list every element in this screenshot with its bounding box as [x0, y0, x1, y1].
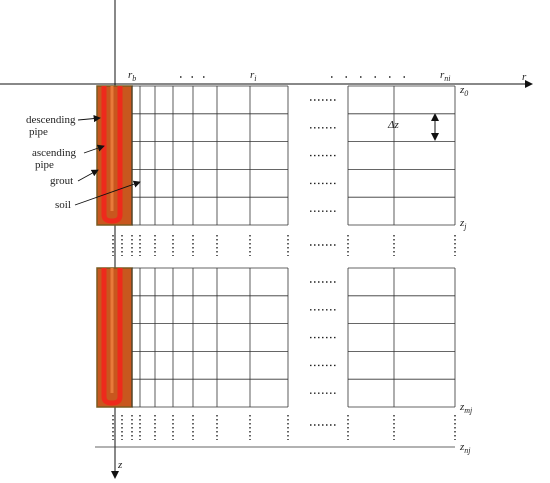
component-label: grout [50, 175, 73, 187]
radial-label: ri [250, 69, 257, 83]
pointer [77, 114, 101, 123]
component-label: pipe [29, 126, 48, 138]
depth-label-sub: 0 [464, 89, 468, 98]
depth-label-sub: j [463, 222, 467, 231]
r-axis-label: r [522, 71, 527, 83]
depth-label-sub: mj [464, 406, 473, 415]
radial-label-base: r [250, 69, 255, 81]
depth-label-base: z [459, 401, 465, 413]
depth-label: znj [459, 441, 471, 455]
radial-label-sub: ni [444, 74, 450, 83]
u-pipe [101, 86, 123, 224]
u-pipe [101, 268, 123, 406]
radial-label-base: r [128, 69, 133, 81]
step-label: Δz [387, 119, 399, 131]
depth-label-base: z [459, 217, 465, 229]
radial-label-base: r [440, 69, 445, 81]
depth-label-base: z [459, 84, 465, 96]
component-label: descending [26, 114, 76, 126]
z-axis-label: z [117, 459, 123, 471]
depth-label: zmj [459, 401, 473, 415]
component-label: ascending [32, 147, 76, 159]
radial-label: rb [128, 69, 136, 83]
component-label: soil [55, 199, 71, 211]
pointer [77, 169, 99, 182]
depth-label: zj [459, 217, 467, 231]
component-label: pipe [35, 159, 54, 171]
depth-label-base: z [459, 441, 465, 453]
radial-label-sub: b [132, 74, 136, 83]
pointer [74, 180, 141, 206]
depth-label-sub: nj [464, 446, 471, 455]
radial-label: rni [440, 69, 451, 83]
pointer [83, 144, 105, 154]
depth-label: z0 [459, 84, 468, 98]
radial-label-sub: i [254, 74, 256, 83]
